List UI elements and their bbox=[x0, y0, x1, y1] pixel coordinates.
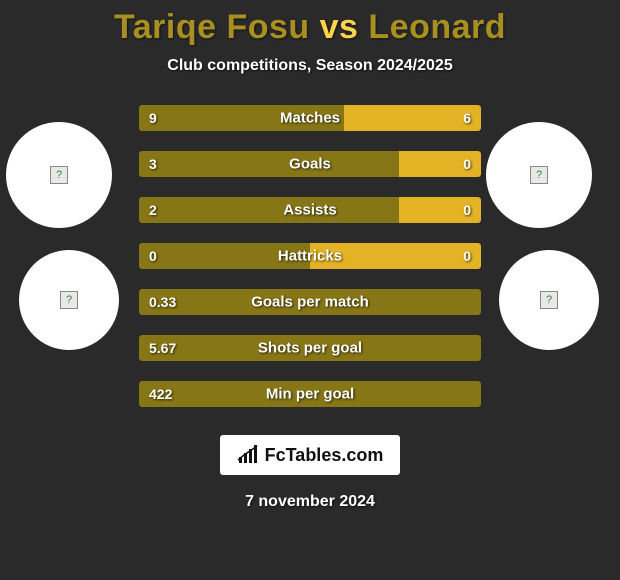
subtitle: Club competitions, Season 2024/2025 bbox=[0, 57, 620, 75]
player1-club-avatar: ? bbox=[19, 250, 119, 350]
stat-row: 422Min per goal bbox=[139, 381, 481, 407]
stat-row: 0.33Goals per match bbox=[139, 289, 481, 315]
stat-row: 20Assists bbox=[139, 197, 481, 223]
bar-left-fill bbox=[139, 197, 399, 223]
bar-left-fill bbox=[139, 105, 344, 131]
stat-row: 00Hattricks bbox=[139, 243, 481, 269]
fctables-logo: FcTables.com bbox=[220, 435, 400, 475]
stat-row: 30Goals bbox=[139, 151, 481, 177]
vs-text: vs bbox=[320, 8, 359, 46]
player1-name: Tariqe Fosu bbox=[114, 8, 310, 46]
stat-row: 96Matches bbox=[139, 105, 481, 131]
player2-avatar: ? bbox=[486, 122, 592, 228]
date-text: 7 november 2024 bbox=[0, 493, 620, 511]
bar-left-fill bbox=[139, 243, 310, 269]
stat-row: 5.67Shots per goal bbox=[139, 335, 481, 361]
stats-bars: 96Matches 30Goals 20Assists 00Hattricks 0.33… bbox=[139, 105, 481, 407]
bar-left-fill bbox=[139, 151, 399, 177]
player1-avatar: ? bbox=[6, 122, 112, 228]
broken-image-icon: ? bbox=[540, 291, 558, 309]
broken-image-icon: ? bbox=[50, 166, 68, 184]
broken-image-icon: ? bbox=[530, 166, 548, 184]
bar-right-fill bbox=[344, 105, 481, 131]
player2-name: Leonard bbox=[368, 8, 506, 46]
player2-club-avatar: ? bbox=[499, 250, 599, 350]
bar-right-fill bbox=[399, 151, 481, 177]
comparison-title: Tariqe Fosu vs Leonard bbox=[0, 0, 620, 47]
bar-chart-icon bbox=[237, 445, 261, 465]
bar-right-fill bbox=[310, 243, 481, 269]
broken-image-icon: ? bbox=[60, 291, 78, 309]
bar-right-fill bbox=[399, 197, 481, 223]
logo-text: FcTables.com bbox=[265, 445, 384, 466]
